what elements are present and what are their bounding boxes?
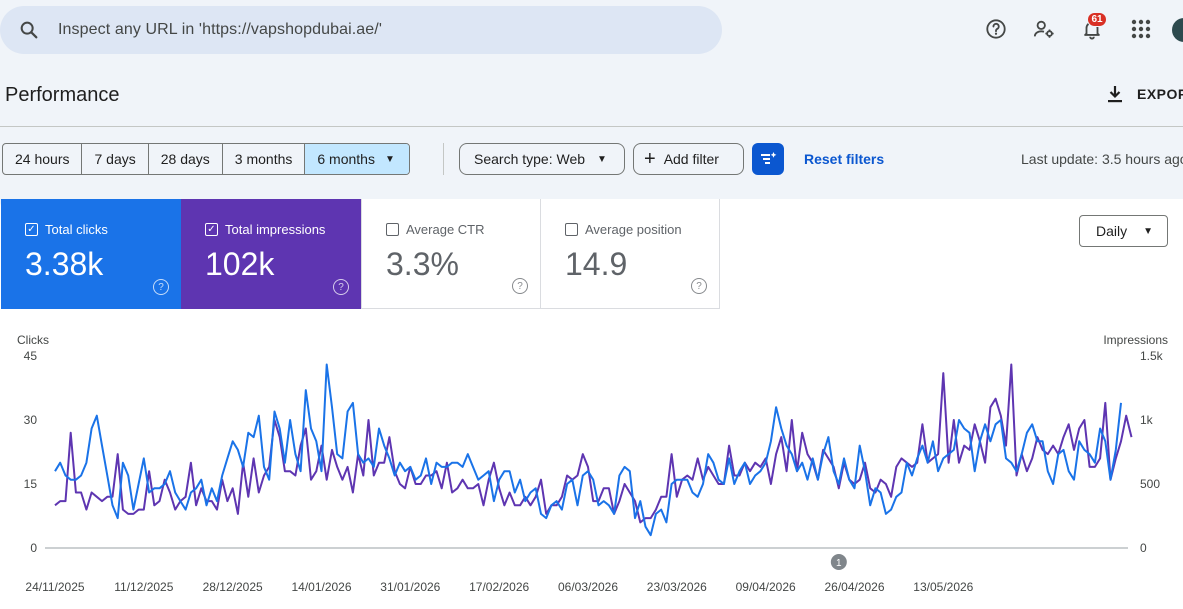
caret-down-icon: ▼	[384, 153, 395, 165]
top-bar: Inspect any URL in 'https://vapshopdubai…	[0, 0, 1183, 62]
granularity-dropdown[interactable]: Daily ▼	[1079, 215, 1168, 247]
search-placeholder[interactable]: Inspect any URL in 'https://vapshopdubai…	[58, 21, 382, 38]
y-tick-left: 45	[24, 349, 38, 363]
left-axis-title: Clicks	[17, 333, 49, 347]
range-7-days[interactable]: 7 days	[82, 144, 149, 174]
search-type-filter[interactable]: Search type: Web ▼	[459, 143, 625, 175]
date-range-selector: 24 hours 7 days 28 days 3 months 6 month…	[2, 143, 410, 175]
notifications-count-badge: 61	[1087, 12, 1107, 27]
y-tick-right: 1k	[1140, 413, 1154, 427]
reset-filters-link[interactable]: Reset filters	[804, 151, 885, 167]
granularity-label: Daily	[1096, 223, 1128, 239]
metric-value: 102k	[205, 246, 275, 282]
help-icon[interactable]	[984, 17, 1008, 41]
y-tick-right: 0	[1140, 541, 1147, 555]
export-label: EXPORT	[1137, 86, 1183, 102]
sparkle-filter-icon	[761, 152, 777, 164]
caret-down-icon: ▼	[597, 153, 607, 165]
metric-value: 3.38k	[25, 246, 104, 282]
x-tick-label: 23/03/2026	[647, 580, 707, 594]
x-tick-label: 17/02/2026	[469, 580, 529, 594]
add-filter-button[interactable]: + Add filter	[633, 143, 744, 175]
metric-total-clicks[interactable]: ✓ Total clicks 3.38k ?	[1, 199, 181, 309]
help-icon[interactable]: ?	[333, 279, 349, 295]
help-icon[interactable]: ?	[691, 278, 707, 294]
annotation-label: 1	[836, 558, 842, 569]
manage-users-icon[interactable]	[1032, 17, 1056, 41]
ai-filter-button[interactable]	[752, 143, 784, 175]
metric-label: Total impressions	[225, 222, 326, 237]
caret-down-icon: ▼	[1143, 225, 1153, 237]
add-filter-label: Add filter	[663, 151, 719, 167]
checkbox-checked-icon[interactable]: ✓	[205, 223, 218, 236]
metric-value: 14.9	[565, 246, 628, 282]
x-tick-label: 31/01/2026	[380, 580, 440, 594]
metric-total-impressions[interactable]: ✓ Total impressions 102k ?	[181, 199, 361, 309]
page-title: Performance	[5, 84, 120, 106]
series-line-total-impressions	[54, 363, 1133, 524]
y-tick-right: 1.5k	[1140, 349, 1164, 363]
x-tick-label: 13/05/2026	[913, 580, 973, 594]
x-tick-label: 26/04/2026	[824, 580, 884, 594]
filter-separator	[443, 143, 444, 175]
x-tick-label: 11/12/2025	[114, 580, 173, 594]
metric-label: Average position	[585, 222, 682, 237]
x-tick-label: 06/03/2026	[558, 580, 618, 594]
help-icon[interactable]: ?	[153, 279, 169, 295]
series-line-total-clicks	[54, 363, 1122, 537]
range-24-hours[interactable]: 24 hours	[3, 144, 83, 174]
annotation-marker[interactable]	[830, 554, 847, 570]
y-tick-right: 500	[1140, 477, 1160, 491]
download-icon	[1108, 86, 1122, 103]
checkbox-unchecked-icon[interactable]	[386, 223, 399, 236]
metric-average-ctr[interactable]: Average CTR 3.3% ?	[361, 199, 541, 309]
checkbox-checked-icon[interactable]: ✓	[25, 223, 38, 236]
url-inspection-search[interactable]: Inspect any URL in 'https://vapshopdubai…	[0, 6, 722, 54]
x-tick-label: 09/04/2026	[736, 580, 796, 594]
performance-chart: Clicks Impressions 0 0 15 500 30 1k 45 1.5k 24/…	[17, 333, 1168, 594]
metric-average-position[interactable]: Average position 14.9 ?	[540, 199, 720, 309]
range-6-months-label: 6 months	[317, 151, 375, 167]
avatar[interactable]	[1172, 18, 1183, 42]
right-axis-title: Impressions	[1103, 333, 1168, 347]
range-6-months[interactable]: 6 months ▼	[305, 144, 409, 174]
metric-value: 3.3%	[386, 246, 459, 282]
search-type-label: Search type: Web	[474, 151, 586, 167]
apps-grid-icon[interactable]	[1129, 17, 1153, 41]
y-tick-left: 0	[30, 541, 37, 555]
export-button[interactable]: EXPORT	[1105, 84, 1183, 104]
x-tick-label: 14/01/2026	[291, 580, 351, 594]
range-3-months[interactable]: 3 months	[223, 144, 306, 174]
checkbox-unchecked-icon[interactable]	[565, 223, 578, 236]
last-update-text: Last update: 3.5 hours ago	[1021, 151, 1183, 167]
help-icon[interactable]: ?	[512, 278, 528, 294]
y-tick-left: 30	[24, 413, 38, 427]
search-icon	[20, 21, 38, 39]
x-tick-label: 28/12/2025	[203, 580, 263, 594]
plus-icon: +	[644, 148, 656, 170]
range-28-days[interactable]: 28 days	[149, 144, 223, 174]
y-tick-left: 15	[24, 477, 38, 491]
metric-label: Total clicks	[45, 222, 108, 237]
header-divider	[0, 126, 1183, 127]
metric-label: Average CTR	[406, 222, 485, 237]
x-tick-label: 24/11/2025	[25, 580, 84, 594]
